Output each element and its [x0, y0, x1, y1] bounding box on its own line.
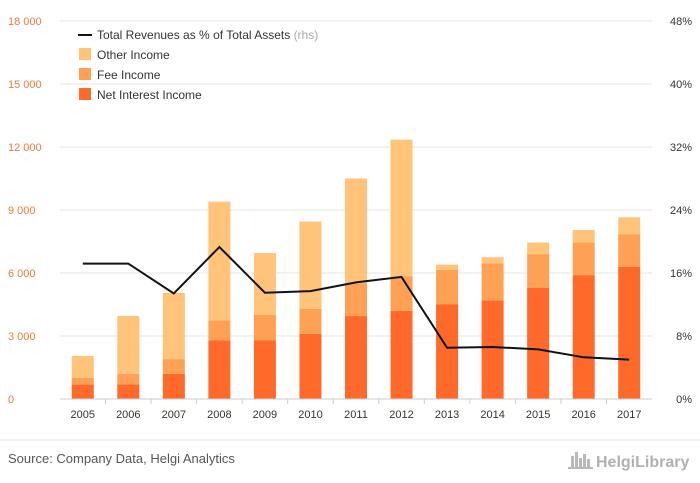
bar-fee-income: [71, 378, 94, 385]
x-tick-label: 2009: [253, 409, 277, 421]
bar-net-interest-income: [436, 304, 459, 399]
bar-fee-income: [527, 254, 550, 288]
bar-fee-income: [481, 263, 504, 301]
logo-wordmark: HelgiLibrary: [596, 454, 689, 471]
bar-net-interest-income: [527, 287, 550, 399]
bar-net-interest-income: [572, 275, 595, 399]
bar-net-interest-income: [618, 266, 641, 399]
x-tick-label: 2005: [71, 409, 95, 421]
bar-net-interest-income: [162, 373, 185, 399]
x-tick-label: 2011: [344, 409, 368, 421]
legend-swatch-other-income: [79, 48, 91, 60]
x-tick-label: 2012: [389, 409, 413, 421]
bar-fee-income: [345, 283, 367, 317]
bar-other-income: [390, 139, 413, 277]
bar-fee-income: [162, 359, 185, 374]
legend-line-label: Total Revenues as % of Total Assets (rhs…: [97, 28, 318, 42]
bar-other-income: [117, 316, 140, 374]
y-left-tick-label: 6 000: [8, 268, 36, 280]
legend-line-name: Total Revenues as % of Total Assets: [97, 28, 290, 42]
bar-fee-income: [572, 242, 595, 276]
bar-fee-income: [436, 269, 459, 305]
y-right-tick-label: 40%: [670, 79, 692, 91]
bar-net-interest-income: [117, 384, 140, 399]
axes: 0 0% 3 000 8% 6 000 16% 9 000 24% 12 000 32% 15 00…: [8, 16, 692, 421]
bar-net-interest-income: [481, 300, 504, 399]
y-right-tick-label: 48%: [670, 16, 692, 28]
bar-fee-income: [208, 320, 231, 341]
y-left-tick-label: 12 000: [8, 142, 42, 154]
x-tick-label: 2017: [617, 409, 641, 421]
legend-swatch-net-interest-income: [79, 88, 91, 100]
bar-other-income: [618, 217, 641, 235]
y-right-tick-label: 32%: [670, 142, 692, 154]
bar-other-income: [208, 201, 231, 321]
y-left-tick-label: 3 000: [8, 331, 36, 343]
bar-net-interest-income: [299, 333, 322, 399]
revenue-ratio-line: [82, 245, 630, 361]
x-tick-label: 2007: [162, 409, 186, 421]
bar-other-income: [71, 355, 94, 378]
x-tick-label: 2016: [571, 409, 595, 421]
x-tick-label: 2006: [116, 409, 140, 421]
x-tick-label: 2014: [480, 409, 504, 421]
bar-net-interest-income: [345, 316, 367, 399]
legend-label-net-interest-income: Net Interest Income: [97, 88, 202, 102]
bar-net-interest-income: [208, 340, 231, 399]
bar-net-interest-income: [253, 340, 276, 399]
bar-other-income: [436, 264, 459, 270]
helgi-logo: HelgiLibrary: [568, 452, 689, 471]
legend-swatch-fee-income: [79, 68, 91, 80]
bar-net-interest-income: [390, 310, 413, 399]
revenue-ratio-polyline: [82, 245, 630, 361]
y-right-tick-label: 16%: [670, 268, 692, 280]
bar-other-income: [572, 229, 595, 243]
legend-label-fee-income: Fee Income: [97, 68, 161, 82]
bar-fee-income: [299, 308, 322, 334]
y-right-tick-label: 8%: [676, 331, 692, 343]
bar-other-income: [481, 257, 504, 264]
bar-other-income: [345, 178, 367, 284]
city-skyline-icon: [568, 452, 593, 469]
x-tick-label: 2015: [526, 409, 550, 421]
bar-net-interest-income: [71, 384, 94, 399]
y-left-tick-label: 15 000: [8, 79, 42, 91]
bar-fee-income: [618, 234, 641, 267]
bar-other-income: [299, 221, 322, 309]
x-tick-label: 2010: [298, 409, 322, 421]
bar-fee-income: [117, 373, 140, 385]
x-tick-label: 2008: [207, 409, 231, 421]
y-left-tick-label: 0: [8, 394, 14, 406]
x-tick-label: 2013: [435, 409, 459, 421]
legend: Total Revenues as % of Total Assets (rhs…: [78, 28, 318, 102]
legend-rhs-marker: (rhs): [294, 28, 319, 42]
bar-other-income: [527, 242, 550, 255]
bar-other-income: [162, 292, 185, 360]
y-right-tick-label: 0%: [676, 394, 692, 406]
bar-fee-income: [253, 315, 276, 341]
legend-label-other-income: Other Income: [97, 48, 170, 62]
bars: [71, 139, 641, 399]
y-left-tick-label: 18 000: [8, 16, 42, 28]
source-note: Source: Company Data, Helgi Analytics: [8, 451, 235, 466]
bar-other-income: [253, 253, 276, 315]
y-right-tick-label: 24%: [670, 205, 692, 217]
bar-fee-income: [390, 276, 413, 311]
y-left-tick-label: 9 000: [8, 205, 36, 217]
